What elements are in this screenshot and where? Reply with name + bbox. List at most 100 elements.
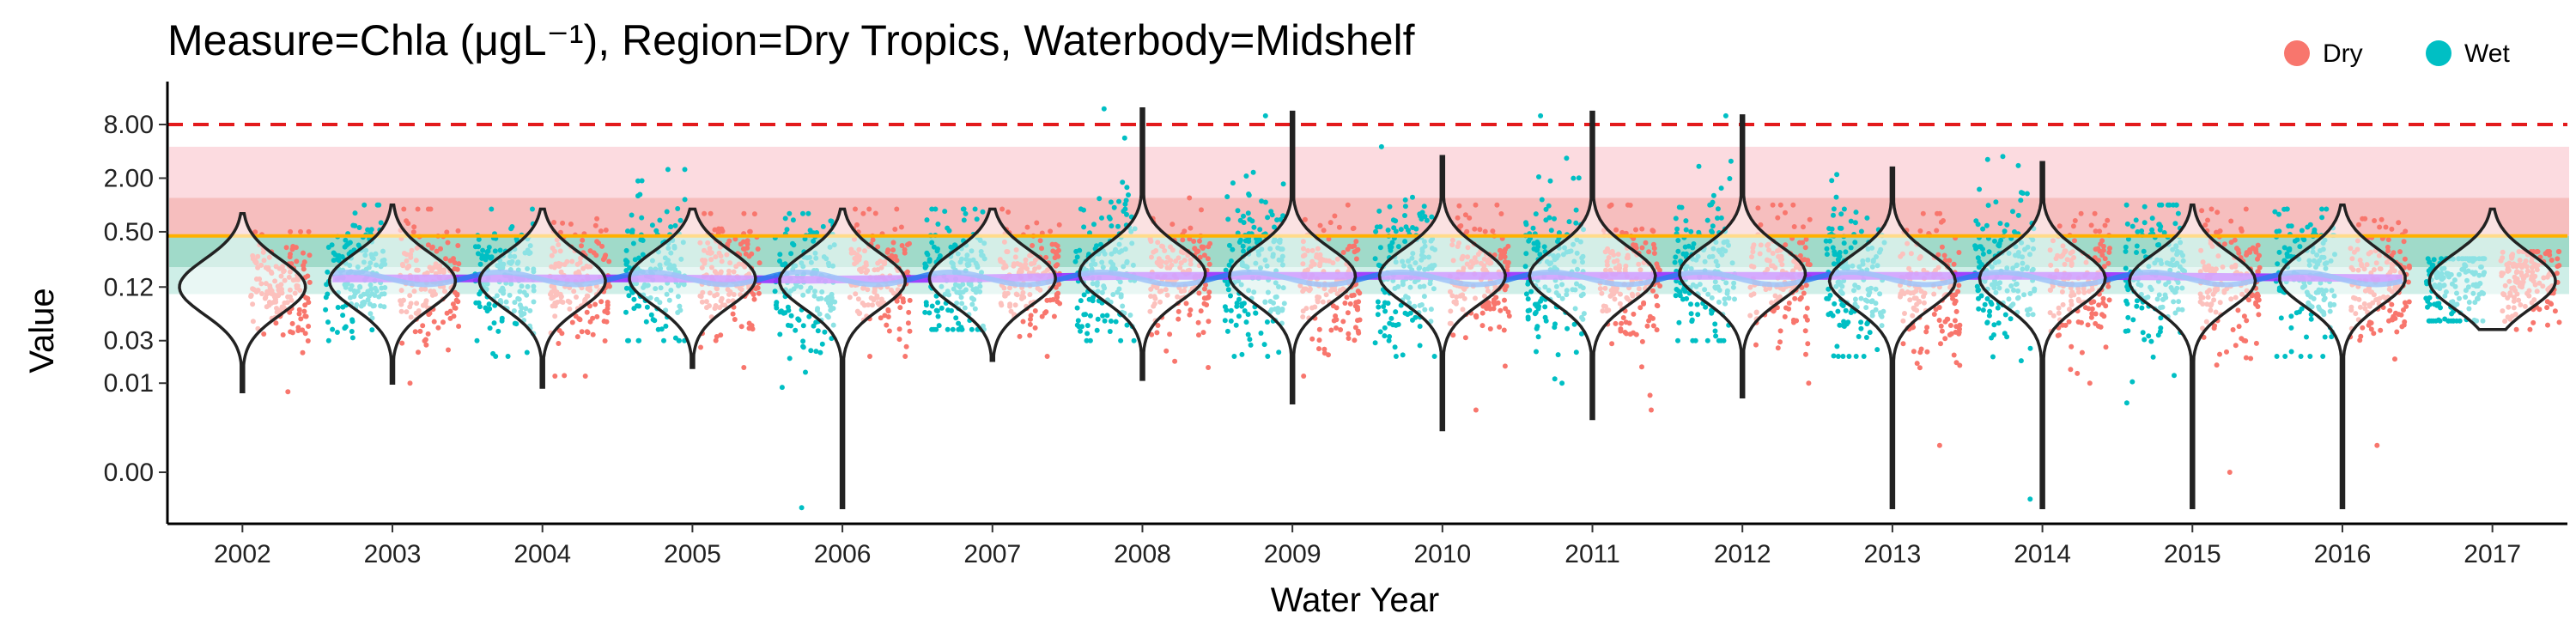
data-point <box>907 328 913 334</box>
data-point <box>1783 305 1789 311</box>
data-point <box>585 330 591 336</box>
data-point <box>325 337 331 343</box>
data-point <box>2123 328 2129 334</box>
data-point <box>2401 322 2407 328</box>
data-point <box>513 236 519 242</box>
data-point <box>1650 315 1656 321</box>
data-point <box>606 258 612 264</box>
data-point <box>1228 258 1234 264</box>
data-point <box>2556 319 2562 325</box>
data-point <box>1834 343 1840 349</box>
data-point <box>1102 318 1108 324</box>
data-point <box>1848 245 1854 251</box>
data-point <box>1613 227 1619 233</box>
data-point <box>1032 325 1038 331</box>
data-point <box>1280 181 1286 187</box>
data-point <box>653 228 659 234</box>
data-point <box>1479 310 1485 316</box>
data-point <box>1346 243 1352 249</box>
data-point <box>1977 258 1983 264</box>
data-point <box>1856 334 1862 339</box>
data-point <box>374 202 380 208</box>
data-point <box>1646 318 1652 324</box>
data-point <box>1985 203 1991 209</box>
data-point <box>1547 178 1553 184</box>
data-point <box>811 238 817 244</box>
data-point <box>726 238 732 244</box>
data-point <box>1619 320 1625 326</box>
data-point <box>2101 264 2107 270</box>
data-point <box>1375 299 1381 305</box>
data-point <box>890 247 896 253</box>
data-point <box>1410 194 1415 200</box>
data-point <box>1187 236 1193 242</box>
data-point <box>1998 237 2004 243</box>
data-point <box>306 324 312 329</box>
data-point <box>1984 222 1990 228</box>
data-point <box>1639 364 1644 370</box>
data-point <box>426 312 432 318</box>
data-point <box>1382 325 1388 331</box>
y-tick-label: 0.12 <box>104 273 154 301</box>
data-point <box>2275 261 2281 267</box>
data-point <box>2093 311 2099 317</box>
data-point <box>1037 238 1043 244</box>
data-point <box>2228 240 2234 246</box>
data-point <box>1942 336 1948 342</box>
x-tick-label: 2006 <box>814 540 872 568</box>
data-point <box>456 261 462 267</box>
data-point <box>1831 353 1837 359</box>
data-point <box>2027 345 2033 351</box>
data-point <box>2099 252 2105 258</box>
data-point <box>1053 263 1059 269</box>
data-point <box>974 216 980 222</box>
data-point <box>2171 202 2176 208</box>
data-point <box>1874 347 1880 353</box>
data-point <box>487 306 493 312</box>
data-point <box>1542 304 1548 310</box>
data-point <box>590 315 596 321</box>
data-point <box>1830 313 1836 319</box>
data-point <box>1302 216 1308 222</box>
data-point <box>1417 343 1423 349</box>
data-point <box>903 343 909 349</box>
data-point <box>1650 323 1656 329</box>
x-tick-label: 2016 <box>2314 540 2372 568</box>
data-point <box>1505 309 1511 315</box>
data-point <box>2241 313 2247 319</box>
data-point <box>2069 343 2075 349</box>
data-point <box>2243 355 2249 361</box>
data-point <box>2088 314 2094 320</box>
data-point <box>2000 154 2006 160</box>
data-point <box>425 242 431 248</box>
x-tick-label: 2010 <box>1413 540 1471 568</box>
data-point <box>1718 215 1724 221</box>
data-point <box>2513 326 2519 332</box>
data-point <box>1546 215 1552 221</box>
data-point <box>732 317 738 322</box>
data-point <box>2085 322 2091 328</box>
data-point <box>300 349 306 355</box>
data-point <box>2383 224 2389 230</box>
data-point <box>1115 223 1121 229</box>
data-point <box>2140 330 2146 336</box>
data-point <box>629 289 635 295</box>
data-point <box>822 329 828 335</box>
data-point <box>779 308 784 314</box>
data-point <box>1237 237 1243 243</box>
data-point <box>1235 208 1241 214</box>
data-point <box>890 240 896 246</box>
data-point <box>2100 300 2106 306</box>
data-point <box>288 252 293 257</box>
data-point <box>605 300 611 305</box>
data-point <box>750 326 756 332</box>
data-point <box>1382 333 1388 339</box>
data-point <box>1647 392 1653 398</box>
data-point <box>1939 244 1945 250</box>
data-point <box>1654 327 1660 333</box>
data-point <box>1534 324 1540 330</box>
data-point <box>1258 331 1264 336</box>
data-point <box>1548 228 1554 234</box>
data-point <box>2389 226 2395 232</box>
data-point <box>1262 112 1268 118</box>
